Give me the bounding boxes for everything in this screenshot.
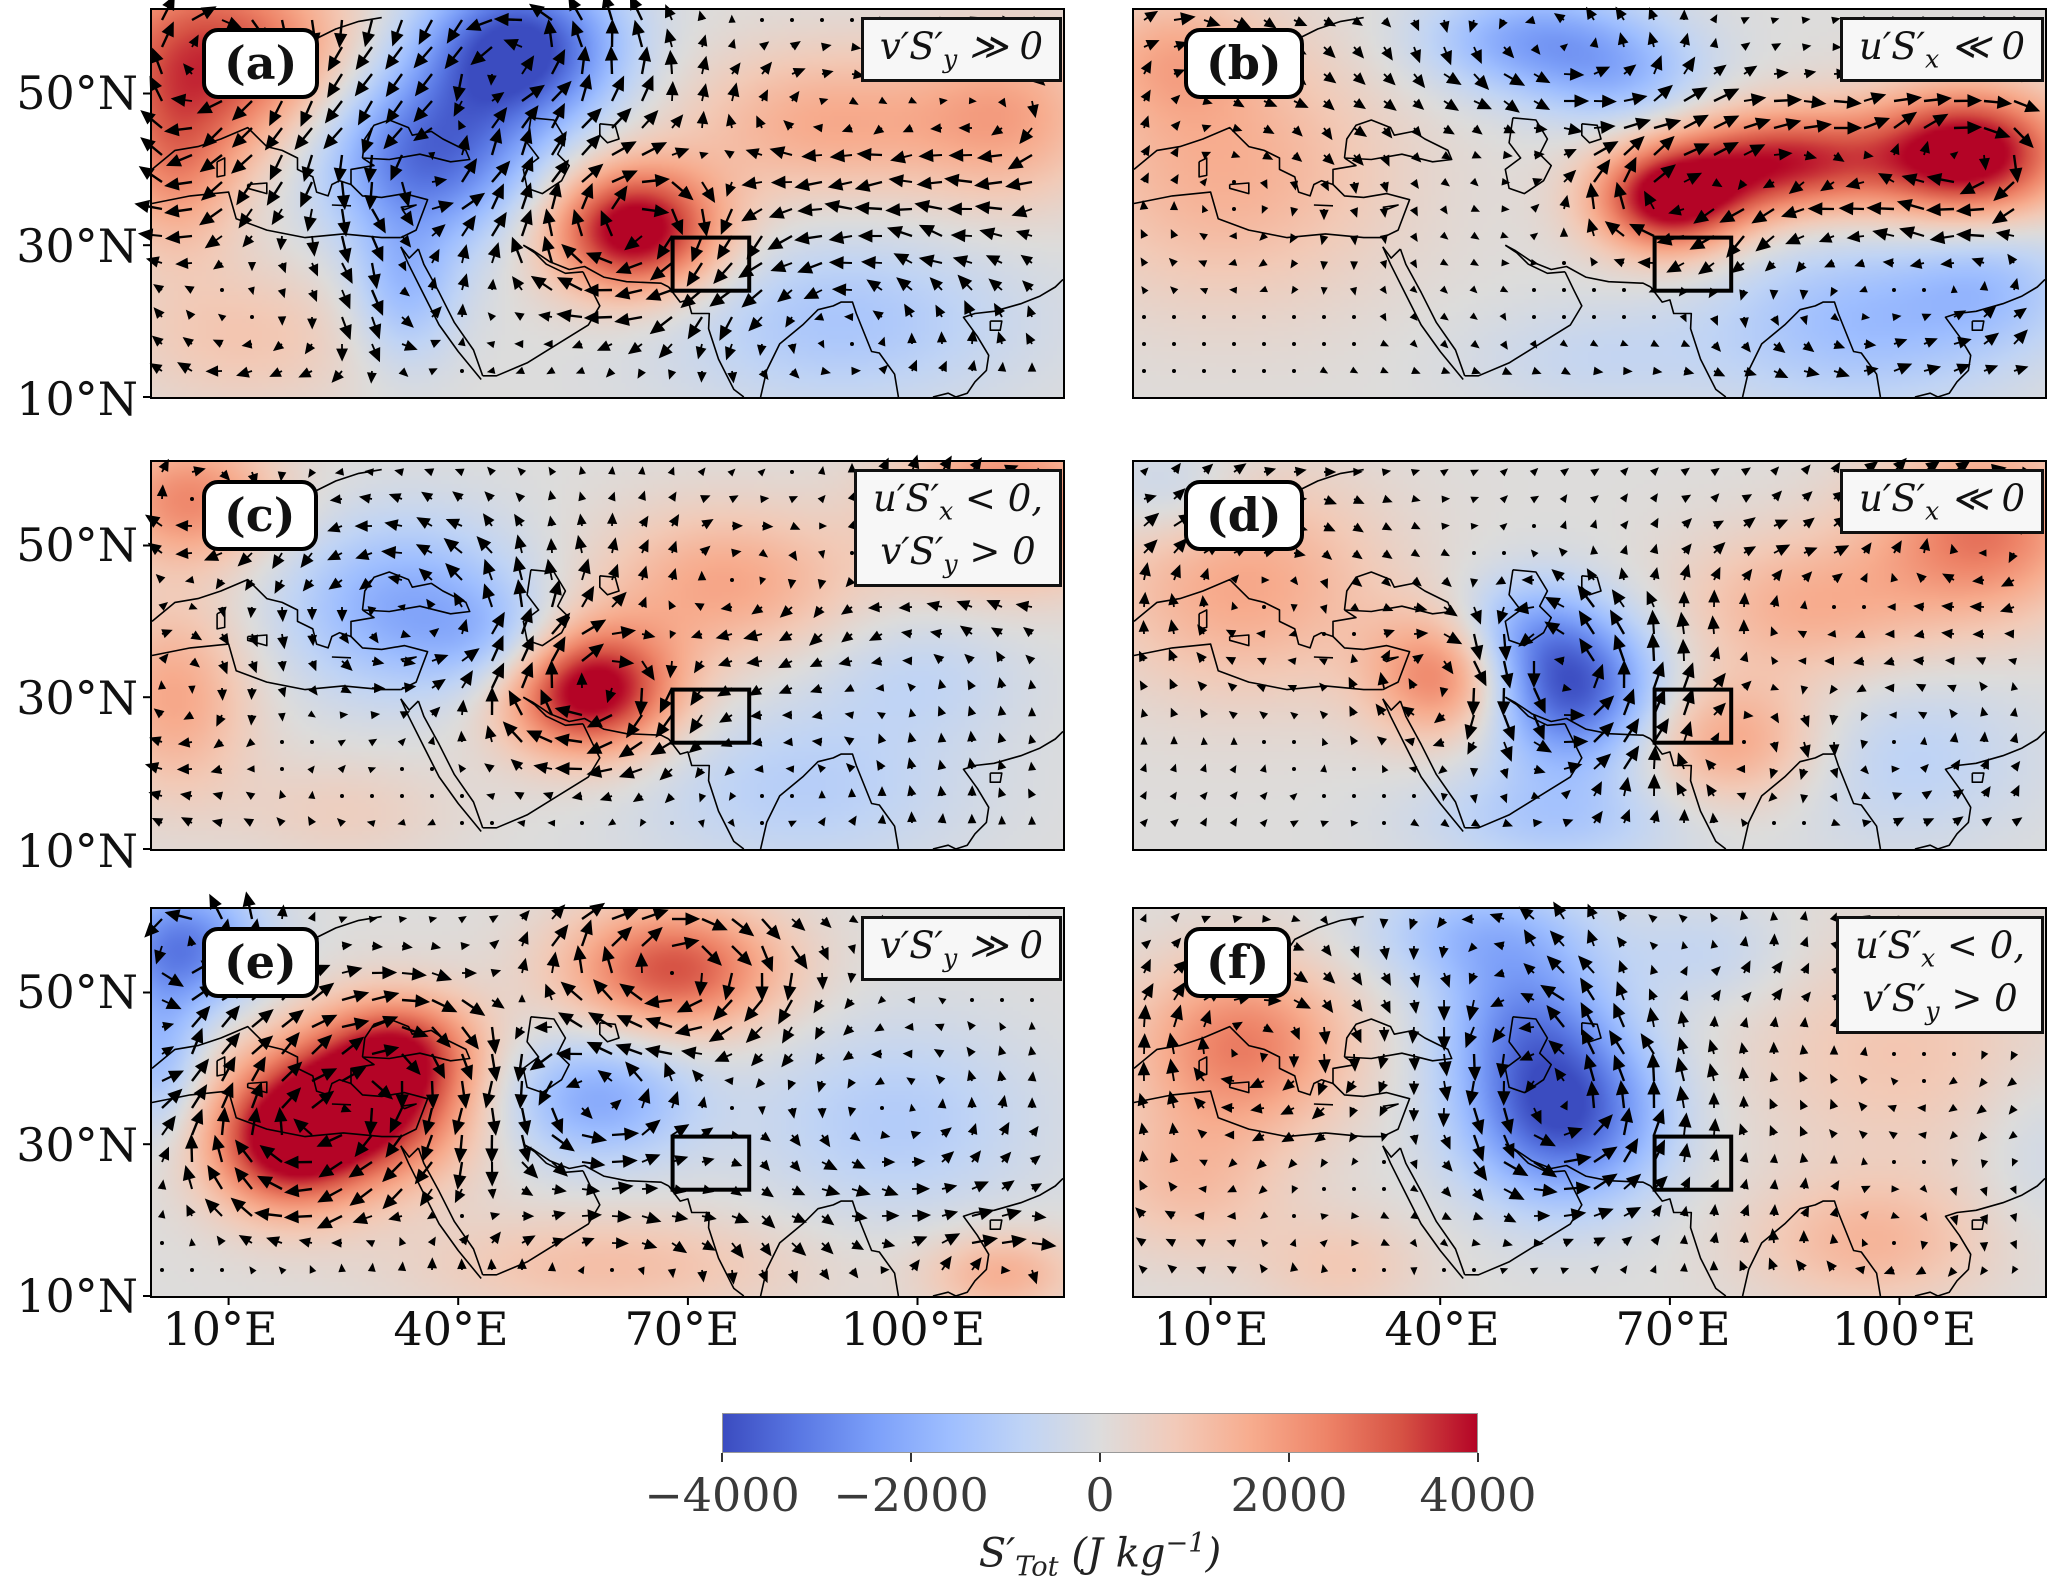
coastlines bbox=[151, 915, 1064, 1297]
annotation-line: u′S′x ≪ 0 bbox=[1859, 25, 2025, 74]
y-tick-label: 30°N bbox=[16, 671, 138, 725]
panel-letter-c: (c) bbox=[202, 480, 318, 551]
y-tick-label: 10°N bbox=[16, 824, 138, 878]
panel-annotation-c: u′S′x < 0, v′S′y > 0 bbox=[854, 469, 1062, 588]
panel-letter-a: (a) bbox=[202, 28, 320, 99]
y-tick-label: 10°N bbox=[16, 1269, 138, 1323]
x-tick-label: 70°E bbox=[1615, 1302, 1731, 1356]
map-panel-e: (e) v′S′y ≫ 0 bbox=[143, 891, 1065, 1305]
x-tick-label: 100°E bbox=[1831, 1302, 1977, 1356]
colorbar-label: S′Tot (J kg−1) bbox=[978, 1528, 1222, 1580]
colorbar-tick-label: −4000 bbox=[644, 1468, 800, 1522]
map-panel-b: (b) u′S′x ≪ 0 bbox=[1132, 6, 2047, 399]
region-box bbox=[670, 235, 752, 293]
colorbar-tick-label: 4000 bbox=[1419, 1468, 1537, 1522]
map-overlay-c bbox=[143, 454, 1064, 850]
annotation-line: v′S′y > 0 bbox=[880, 530, 1036, 579]
colorbar-tick bbox=[1288, 1453, 1290, 1462]
annotation-line: u′S′x < 0, bbox=[873, 477, 1043, 526]
panel-annotation-e: v′S′y ≫ 0 bbox=[860, 916, 1062, 982]
map-panel-f: (f) u′S′x < 0, v′S′y > 0 bbox=[1132, 901, 2047, 1305]
map-panel-a: (a) v′S′y ≫ 0 bbox=[134, 0, 1065, 399]
panel-letter-e: (e) bbox=[202, 927, 319, 998]
y-tick-label: 50°N bbox=[16, 965, 138, 1019]
coastlines bbox=[151, 16, 1064, 398]
panel-annotation-d: u′S′x ≪ 0 bbox=[1840, 469, 2044, 535]
annotation-line: v′S′y > 0 bbox=[1862, 977, 2018, 1026]
map-overlay-e bbox=[143, 891, 1064, 1305]
x-tick-label: 70°E bbox=[624, 1302, 740, 1356]
quiver-arrows bbox=[134, 0, 1046, 384]
colorbar-tick-label: −2000 bbox=[833, 1468, 989, 1522]
panel-letter-f: (f) bbox=[1184, 927, 1292, 998]
quiver-arrows bbox=[144, 891, 1057, 1285]
region-box bbox=[670, 687, 752, 745]
annotation-line: v′S′y ≫ 0 bbox=[879, 924, 1043, 973]
x-tick-label: 40°E bbox=[393, 1302, 509, 1356]
colorbar-tick-label: 0 bbox=[1085, 1468, 1115, 1522]
quiver-arrows bbox=[144, 454, 1049, 828]
panel-letter-d: (d) bbox=[1184, 480, 1304, 551]
colorbar-tick bbox=[910, 1453, 912, 1462]
annotation-line: v′S′y ≫ 0 bbox=[879, 25, 1043, 74]
coastlines bbox=[1133, 16, 2046, 398]
x-tick-label: 10°E bbox=[162, 1302, 278, 1356]
x-tick-label: 40°E bbox=[1384, 1302, 1500, 1356]
x-tick-label: 10°E bbox=[1153, 1302, 1269, 1356]
axis-ticks bbox=[1209, 1296, 1901, 1305]
map-overlay-f bbox=[1133, 901, 2046, 1305]
panel-annotation-f: u′S′x < 0, v′S′y > 0 bbox=[1836, 916, 2044, 1035]
colorbar-tick bbox=[721, 1453, 723, 1462]
x-tick-label: 100°E bbox=[840, 1302, 986, 1356]
y-tick-label: 30°N bbox=[16, 1118, 138, 1172]
y-tick-label: 30°N bbox=[16, 219, 138, 273]
quiver-arrows bbox=[1135, 901, 2020, 1277]
map-overlay-a bbox=[134, 0, 1064, 398]
colorbar-tick-label: 2000 bbox=[1230, 1468, 1348, 1522]
region-box bbox=[1652, 1134, 1734, 1192]
colorbar bbox=[722, 1413, 1478, 1453]
panel-annotation-b: u′S′x ≪ 0 bbox=[1840, 17, 2044, 83]
region-box bbox=[670, 1134, 752, 1192]
colorbar-tick bbox=[1477, 1453, 1479, 1462]
axis-ticks bbox=[143, 92, 152, 398]
region-box bbox=[1652, 687, 1734, 745]
y-tick-label: 10°N bbox=[16, 372, 138, 426]
panel-letter-b: (b) bbox=[1184, 28, 1304, 99]
axis-ticks bbox=[143, 544, 152, 850]
panel-annotation-a: v′S′y ≫ 0 bbox=[860, 17, 1062, 83]
y-tick-label: 50°N bbox=[16, 66, 138, 120]
map-panel-c: (c) u′S′x < 0, v′S′y > 0 bbox=[143, 454, 1065, 851]
axis-ticks bbox=[143, 991, 919, 1305]
colorbar-tick bbox=[1099, 1453, 1101, 1462]
y-tick-label: 50°N bbox=[16, 518, 138, 572]
region-box bbox=[1652, 235, 1734, 293]
annotation-line: u′S′x < 0, bbox=[1855, 924, 2025, 973]
annotation-line: u′S′x ≪ 0 bbox=[1859, 477, 2025, 526]
map-panel-d: (d) u′S′x ≪ 0 bbox=[1132, 457, 2047, 851]
